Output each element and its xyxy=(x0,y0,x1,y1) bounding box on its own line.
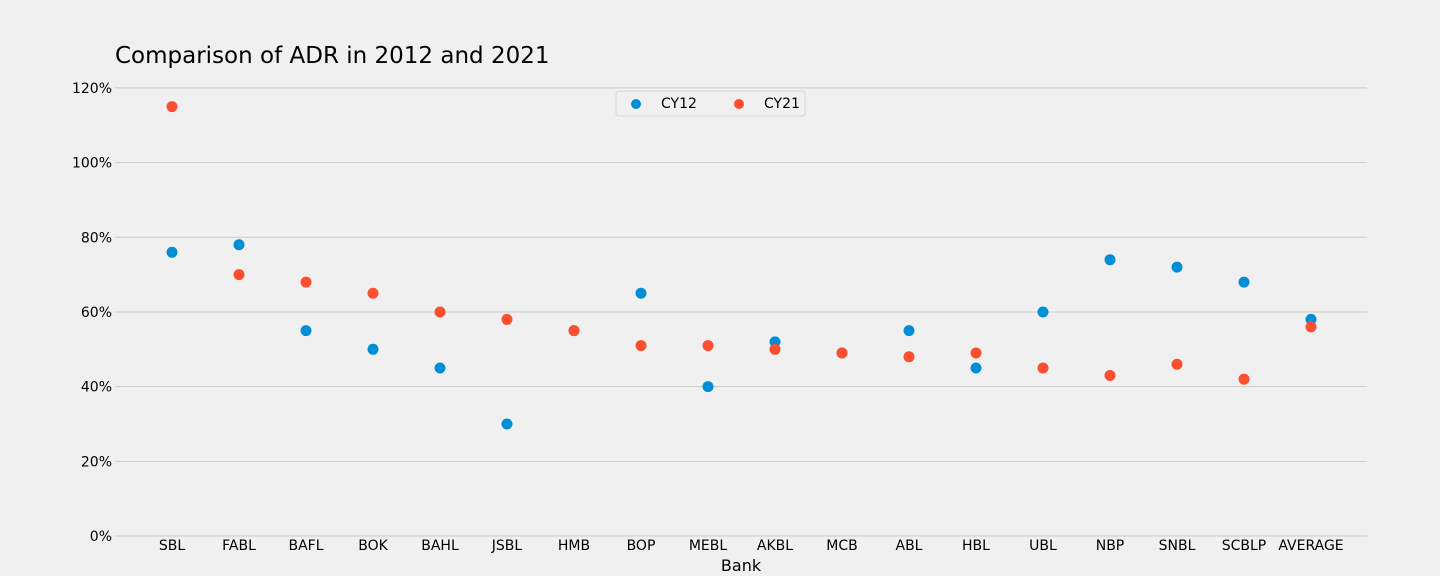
data-point-cy12 xyxy=(635,287,647,299)
x-tick-label: MCB xyxy=(826,538,857,554)
x-tick-label: NBP xyxy=(1096,538,1125,554)
x-tick-label: FABL xyxy=(222,538,256,554)
data-point-cy21 xyxy=(1171,358,1183,370)
data-point-cy12 xyxy=(233,239,245,251)
data-point-cy21 xyxy=(1037,362,1049,374)
y-tick-label: 40% xyxy=(81,380,112,396)
data-point-cy21 xyxy=(367,287,379,299)
data-point-cy12 xyxy=(501,418,513,430)
data-point-cy21 xyxy=(1238,373,1250,385)
x-tick-label: BOP xyxy=(627,538,656,554)
data-point-cy21 xyxy=(501,313,513,325)
data-point-cy21 xyxy=(233,269,245,281)
legend-marker-cy12 xyxy=(631,99,641,109)
x-tick-label: SCBLP xyxy=(1222,538,1267,554)
data-point-cy12 xyxy=(970,362,982,374)
data-point-cy21 xyxy=(1104,369,1116,381)
series-cy12 xyxy=(166,239,1317,430)
data-point-cy12 xyxy=(1238,276,1250,288)
data-point-cy21 xyxy=(903,351,915,363)
x-axis-ticks: SBL FABL BAFL BOK BAHL JSBL HMB BOP MEBL AKBL MCB A… xyxy=(159,538,1344,554)
legend-label-cy12: CY12 xyxy=(661,96,697,112)
y-tick-label: 80% xyxy=(81,230,112,246)
grid-lines xyxy=(115,87,1367,537)
y-tick-label: 100% xyxy=(72,156,112,172)
x-tick-label: AVERAGE xyxy=(1278,538,1343,554)
data-point-cy21 xyxy=(166,101,178,113)
data-point-cy12 xyxy=(300,325,312,337)
data-point-cy12 xyxy=(166,246,178,258)
series-cy21 xyxy=(166,101,1317,385)
legend-marker-cy21 xyxy=(734,99,744,109)
y-tick-label: 60% xyxy=(81,305,112,321)
data-points xyxy=(166,101,1317,430)
data-point-cy12 xyxy=(903,325,915,337)
y-tick-label: 20% xyxy=(81,454,112,470)
y-tick-label: 0% xyxy=(90,529,112,545)
data-point-cy12 xyxy=(367,343,379,355)
data-point-cy12 xyxy=(1171,261,1183,273)
x-tick-label: SBL xyxy=(159,538,185,554)
x-tick-label: HBL xyxy=(962,538,990,554)
x-tick-label: JSBL xyxy=(491,538,523,554)
data-point-cy12 xyxy=(1037,306,1049,318)
x-tick-label: HMB xyxy=(558,538,590,554)
data-point-cy12 xyxy=(702,381,714,393)
x-tick-label: SNBL xyxy=(1159,538,1196,554)
y-tick-label: 120% xyxy=(72,81,112,97)
x-tick-label: AKBL xyxy=(757,538,793,554)
data-point-cy21 xyxy=(1305,321,1317,333)
x-tick-label: MEBL xyxy=(689,538,728,554)
data-point-cy21 xyxy=(635,340,647,352)
data-point-cy21 xyxy=(434,306,446,318)
data-point-cy21 xyxy=(836,347,848,359)
data-point-cy21 xyxy=(568,325,580,337)
chart-title: Comparison of ADR in 2012 and 2021 xyxy=(115,43,549,69)
legend: CY12 CY21 xyxy=(615,90,806,117)
data-point-cy21 xyxy=(300,276,312,288)
y-axis-ticks: 0% 20% 40% 60% 80% 100% 120% xyxy=(72,81,112,545)
legend-label-cy21: CY21 xyxy=(764,96,800,112)
x-tick-label: BOK xyxy=(358,538,388,554)
x-axis-label: Bank xyxy=(721,556,762,575)
data-point-cy12 xyxy=(434,362,446,374)
x-tick-label: UBL xyxy=(1029,538,1057,554)
x-tick-label: BAHL xyxy=(421,538,459,554)
x-tick-label: ABL xyxy=(896,538,923,554)
data-point-cy21 xyxy=(970,347,982,359)
x-tick-label: BAFL xyxy=(288,538,323,554)
legend-box xyxy=(615,90,806,117)
data-point-cy12 xyxy=(1104,254,1116,266)
data-point-cy21 xyxy=(702,340,714,352)
data-point-cy21 xyxy=(769,343,781,355)
